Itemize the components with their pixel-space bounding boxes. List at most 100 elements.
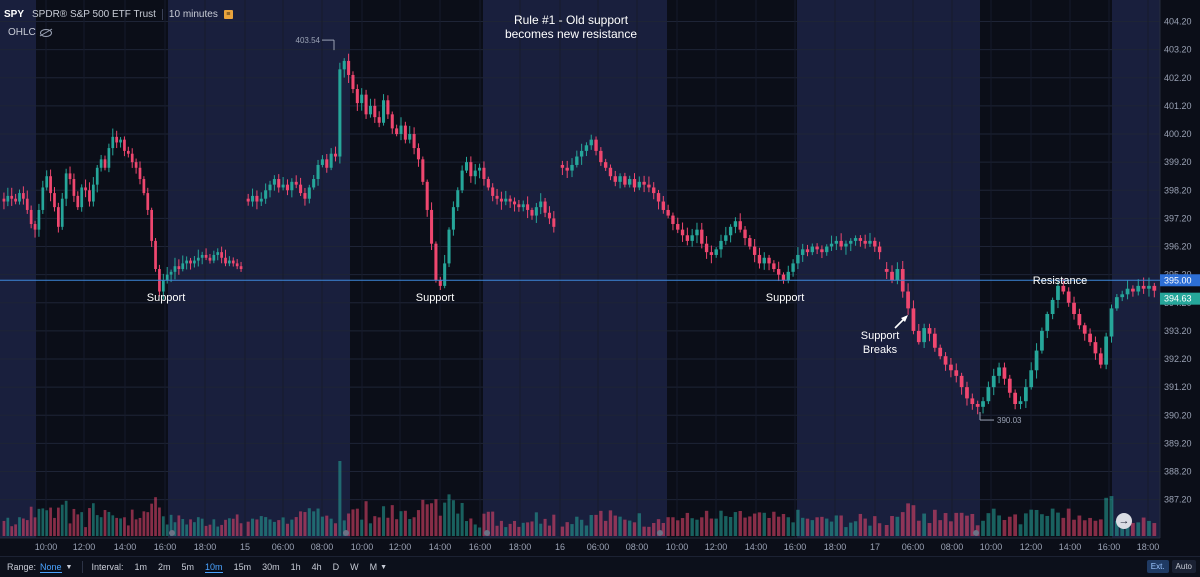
- interval-button-15m[interactable]: 15m: [233, 562, 252, 572]
- candle-body: [364, 94, 368, 115]
- volume-bar: [772, 511, 776, 536]
- x-tick-label: 18:00: [1137, 542, 1160, 552]
- candle-body: [757, 254, 762, 264]
- candle-body: [584, 145, 589, 151]
- range-select[interactable]: None: [40, 561, 62, 573]
- candle-body: [623, 176, 627, 185]
- volume-bar: [14, 524, 17, 536]
- candle-body: [107, 148, 111, 168]
- candle-body: [189, 260, 192, 264]
- candle-body: [997, 367, 1001, 376]
- candle-body: [786, 271, 790, 281]
- candle-body: [704, 243, 709, 253]
- candle-body: [451, 207, 455, 230]
- volume-bar: [584, 525, 589, 536]
- volume-bar: [526, 522, 530, 536]
- interval-button-1h[interactable]: 1h: [290, 562, 301, 572]
- candle-body: [204, 254, 208, 258]
- volume-bar: [786, 517, 790, 536]
- candle-body: [1023, 387, 1028, 402]
- interval-button-30m[interactable]: 30m: [262, 562, 280, 572]
- volume-bar: [403, 510, 407, 536]
- interval-button-5m[interactable]: 5m: [181, 562, 195, 572]
- candle-body: [570, 164, 574, 171]
- candle-body: [142, 179, 146, 194]
- volume-bar: [360, 519, 364, 536]
- volume-bar: [41, 508, 45, 536]
- symbol-ticker[interactable]: SPY: [4, 8, 25, 20]
- y-tick-label: 391.20: [1164, 382, 1192, 392]
- volume-bar: [355, 508, 359, 536]
- volume-bar: [943, 513, 948, 536]
- candle-body: [834, 240, 839, 244]
- candle-body: [906, 291, 910, 309]
- candle-body: [390, 114, 394, 129]
- volume-bar: [200, 518, 204, 536]
- volume-bar: [382, 506, 386, 536]
- interval-button-1m[interactable]: 1m: [134, 562, 148, 572]
- volume-bar: [714, 518, 718, 536]
- interval-button-4h[interactable]: 4h: [311, 562, 322, 572]
- volume-bar: [447, 494, 451, 536]
- price-chart[interactable]: 404.20 403.20 402.20 401.20 400.20 399.20 398.…: [0, 0, 1200, 556]
- volume-bar: [316, 508, 320, 536]
- interval-button-W[interactable]: W: [350, 562, 359, 572]
- volume-bar: [425, 504, 429, 536]
- candle-body: [1072, 302, 1076, 315]
- volume-bar: [212, 519, 216, 536]
- volume-bar: [259, 516, 263, 536]
- chevron-down-icon[interactable]: ▼: [65, 563, 73, 571]
- x-tick-label: 14:00: [114, 542, 137, 552]
- candle-body: [333, 153, 338, 157]
- volume-bar: [57, 507, 60, 536]
- chevron-down-icon[interactable]: ▼: [380, 563, 388, 571]
- volume-bar: [911, 505, 916, 536]
- alert-icon[interactable]: ≡: [223, 9, 233, 19]
- candle-body: [255, 195, 259, 202]
- candle-body: [618, 176, 622, 182]
- auto-scale-button[interactable]: Auto: [1171, 560, 1196, 573]
- candle-body: [873, 240, 877, 247]
- volume-bar: [844, 527, 848, 536]
- candle-body: [37, 209, 41, 230]
- interval-button-2m[interactable]: 2m: [158, 562, 171, 572]
- volume-bar: [704, 510, 709, 536]
- annotation-resistance: Resistance: [1033, 275, 1087, 287]
- candle-body: [1077, 314, 1082, 326]
- interval-button-M[interactable]: M: [369, 562, 378, 572]
- volume-bar: [91, 503, 95, 536]
- hide-eye-icon[interactable]: [39, 28, 52, 37]
- volume-bar: [991, 508, 996, 536]
- interval-label[interactable]: 10 minutes: [168, 8, 218, 20]
- candle-body: [890, 271, 894, 281]
- volume-bar: [1034, 509, 1039, 536]
- candle-body: [161, 280, 165, 292]
- interval-button-D[interactable]: D: [332, 562, 340, 572]
- candle-body: [628, 179, 632, 185]
- volume-bar: [543, 518, 547, 536]
- volume-bar: [521, 522, 525, 536]
- candle-body: [1152, 285, 1157, 291]
- volume-bar: [377, 517, 381, 536]
- candle-body: [547, 212, 551, 219]
- candle-body: [181, 263, 185, 270]
- candle-body: [18, 193, 21, 202]
- volume-bar: [123, 517, 126, 536]
- candle-body: [25, 198, 29, 210]
- candle-body: [656, 193, 661, 202]
- volume-bar: [776, 516, 781, 536]
- candle-body: [517, 204, 521, 208]
- volume-bar: [552, 514, 556, 536]
- volume-bar: [512, 520, 517, 536]
- scroll-to-realtime-icon[interactable]: →: [1116, 513, 1132, 529]
- volume-bar: [68, 523, 72, 536]
- x-tick-label: 06:00: [272, 542, 295, 552]
- interval-button-10m[interactable]: 10m: [205, 561, 223, 573]
- candle-body: [14, 198, 17, 202]
- extended-hours-button[interactable]: Ext.: [1146, 560, 1169, 573]
- high-marker-label: 403.54: [296, 36, 321, 45]
- candle-body: [530, 209, 534, 216]
- candle-body: [80, 187, 84, 208]
- x-tick-label: 12:00: [1020, 542, 1043, 552]
- candle-body: [1082, 325, 1087, 334]
